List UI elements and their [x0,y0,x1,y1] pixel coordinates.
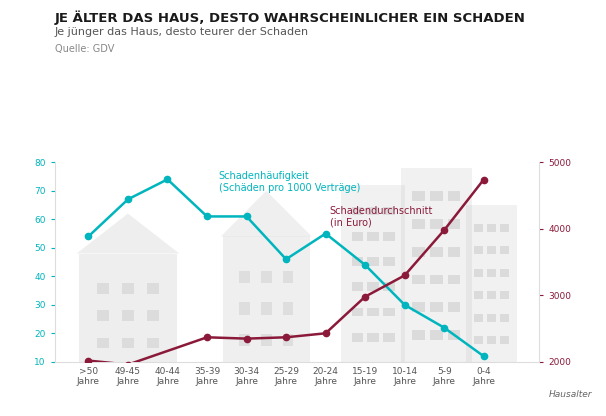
Bar [367,257,379,266]
Bar [487,314,496,322]
Bar [98,310,109,321]
Bar [383,206,395,215]
Bar [147,310,159,321]
Bar [401,168,472,362]
Bar [474,269,484,277]
Text: JE ÄLTER DAS HAUS, DESTO WAHRSCHEINLICHER EIN SCHADEN: JE ÄLTER DAS HAUS, DESTO WAHRSCHEINLICHE… [55,10,525,25]
Bar [367,206,379,215]
Bar [261,302,271,315]
Bar [351,282,363,291]
Bar [500,269,509,277]
Bar [261,271,271,283]
Bar [122,283,134,294]
Polygon shape [221,191,311,236]
Bar [283,302,293,315]
Bar [487,291,496,299]
Bar [122,337,134,348]
Bar [474,247,484,254]
Bar [487,336,496,344]
Bar [412,219,425,229]
Bar [223,236,310,362]
Bar [367,282,379,291]
Bar [474,291,484,299]
Bar [430,191,442,201]
Bar [430,219,442,229]
Bar [383,282,395,291]
Bar [351,232,363,240]
Bar [474,336,484,344]
Bar [430,330,442,340]
Bar [430,275,442,284]
Bar [412,191,425,201]
Bar [98,283,109,294]
Bar [239,302,250,315]
Text: Quelle: GDV: Quelle: GDV [55,44,114,54]
Bar [448,247,461,257]
Bar [79,253,178,362]
Bar [500,336,509,344]
Bar [430,247,442,257]
Bar [430,302,442,312]
Bar [122,310,134,321]
Bar [351,206,363,215]
Text: Hausalter: Hausalter [549,390,593,399]
Bar [500,291,509,299]
Bar [448,219,461,229]
Bar [383,333,395,342]
Bar [147,337,159,348]
Text: Schadendurchschnitt
(in Euro): Schadendurchschnitt (in Euro) [330,206,433,228]
Bar [383,232,395,240]
Bar [448,191,461,201]
Bar [448,330,461,340]
Polygon shape [76,213,179,253]
Bar [412,275,425,284]
Bar [500,247,509,254]
Bar [239,271,250,283]
Bar [351,333,363,342]
Bar [383,257,395,266]
Bar [383,307,395,317]
Bar [474,314,484,322]
Bar [487,269,496,277]
Bar [448,302,461,312]
Bar [474,224,484,232]
Bar [367,333,379,342]
Bar [261,334,271,346]
Bar [147,283,159,294]
Bar [412,330,425,340]
Bar [239,334,250,346]
Bar [351,307,363,317]
Bar [487,224,496,232]
Bar [367,307,379,317]
Bar [466,205,518,362]
Bar [283,271,293,283]
Bar [448,275,461,284]
Bar [412,247,425,257]
Text: Je jünger das Haus, desto teurer der Schaden: Je jünger das Haus, desto teurer der Sch… [55,27,308,37]
Bar [367,232,379,240]
Bar [487,247,496,254]
Bar [341,185,405,362]
Bar [351,257,363,266]
Text: Schadenhäufigkeit
(Schäden pro 1000 Verträge): Schadenhäufigkeit (Schäden pro 1000 Vert… [219,171,360,193]
Bar [500,314,509,322]
Bar [98,337,109,348]
Bar [412,302,425,312]
Bar [283,334,293,346]
Bar [500,224,509,232]
